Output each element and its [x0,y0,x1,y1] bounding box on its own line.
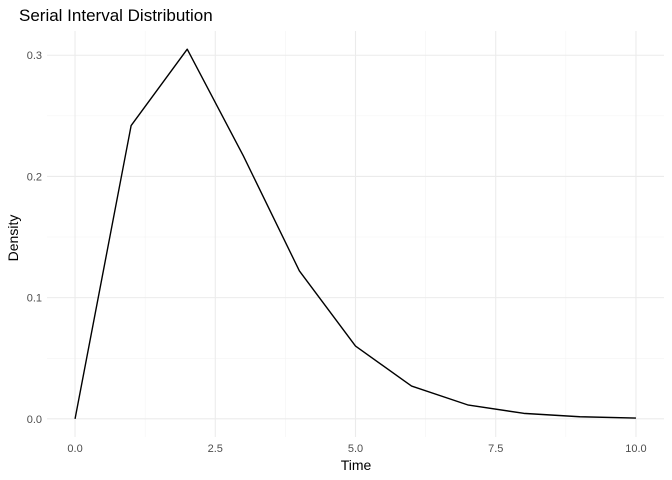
y-tick-label: 0.1 [27,293,42,305]
data-series [74,48,636,419]
y-tick-labels: 0.0 0.1 0.2 0.3 [27,50,42,426]
x-tick-label: 2.5 [208,443,223,455]
density-line [74,48,636,419]
y-tick-label: 0.3 [27,50,42,62]
x-tick-label: 5.0 [348,443,363,455]
x-tick-label: 7.5 [488,443,503,455]
chart-title: Serial Interval Distribution [19,6,213,25]
x-tick-labels: 0.0 2.5 5.0 7.5 10.0 [67,443,646,455]
x-tick-label: 0.0 [67,443,82,455]
x-tick-label: 10.0 [625,443,646,455]
y-tick-label: 0.2 [27,171,42,183]
y-tick-label: 0.0 [27,414,42,426]
x-axis-title: Time [341,457,372,473]
y-axis-title: Density [5,215,21,262]
major-gridlines [47,31,664,437]
